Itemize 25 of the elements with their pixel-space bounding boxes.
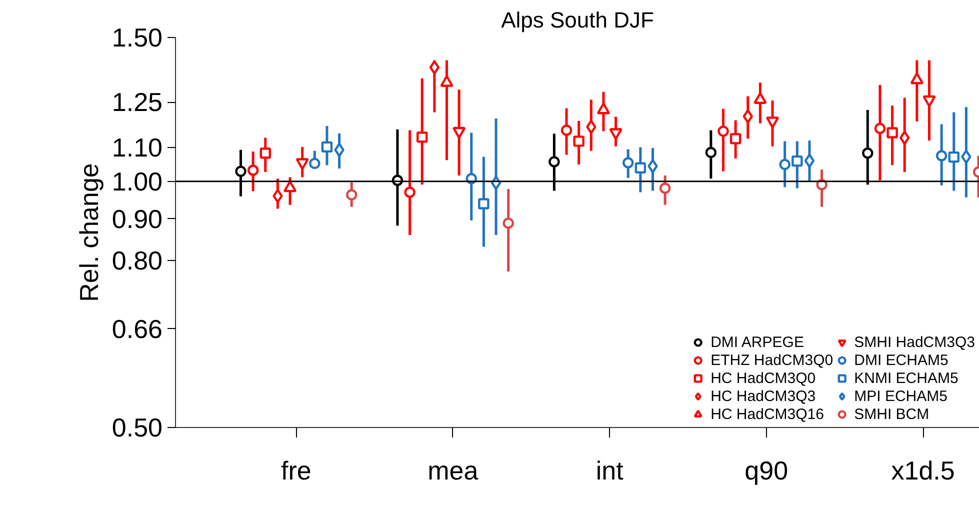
y-axis-title: Rel. change	[74, 163, 104, 302]
legend-label: HC HadCM3Q16	[710, 405, 824, 423]
y-tick-label: 1.50	[112, 22, 163, 52]
y-tick-label: 0.50	[112, 412, 163, 442]
legend-label: HC HadCM3Q3	[710, 387, 816, 405]
y-tick-label: 1.00	[112, 166, 163, 196]
y-tick-label: 0.66	[112, 314, 163, 344]
legend-label: DMI ECHAM5	[854, 351, 948, 369]
y-tick-label: 0.80	[112, 246, 163, 276]
x-tick-label: fre	[281, 456, 312, 486]
legend-label: HC HadCM3Q0	[710, 369, 816, 387]
y-tick-label: 1.10	[112, 132, 163, 163]
y-tick-label: 0.90	[112, 204, 163, 234]
x-tick-label: int	[596, 456, 624, 486]
legend-label: ETHZ HadCM3Q0	[710, 351, 834, 369]
chart-title: Alps South DJF	[501, 8, 654, 32]
legend-label: SMHI HadCM3Q3	[854, 333, 975, 351]
legend-label: DMI ARPEGE	[710, 333, 804, 351]
legend-label: MPI ECHAM5	[854, 387, 948, 405]
x-tick-label: q90	[744, 456, 788, 486]
y-tick-label: 1.25	[112, 87, 163, 118]
legend-label: SMHI BCM	[854, 405, 930, 423]
x-tick-label: mea	[428, 456, 479, 486]
x-tick-label: x1d.5	[891, 456, 955, 486]
legend-label: KNMI ECHAM5	[854, 369, 958, 387]
